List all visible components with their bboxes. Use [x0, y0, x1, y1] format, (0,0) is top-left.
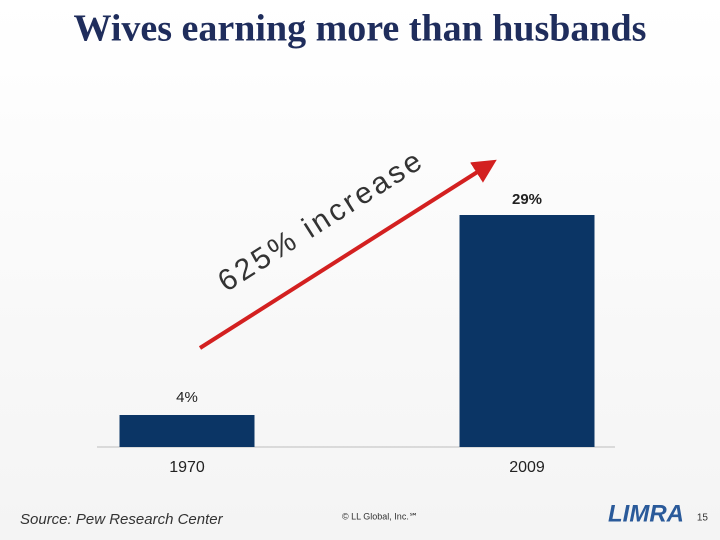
- logo: LIMRA: [608, 500, 684, 527]
- value-label: 29%: [512, 191, 542, 208]
- copyright: © LL Global, Inc.℠: [342, 511, 418, 521]
- bar: [119, 415, 255, 447]
- increase-arrow: [198, 159, 497, 350]
- source: Source: Pew Research Center: [20, 511, 224, 528]
- bar: [459, 215, 595, 447]
- value-label: 4%: [176, 389, 198, 406]
- x-tick-label: 1970: [169, 459, 205, 476]
- x-tick-label: 2009: [509, 459, 545, 476]
- page-number: 15: [697, 513, 709, 524]
- slide-title: Wives earning more than husbands: [74, 8, 647, 50]
